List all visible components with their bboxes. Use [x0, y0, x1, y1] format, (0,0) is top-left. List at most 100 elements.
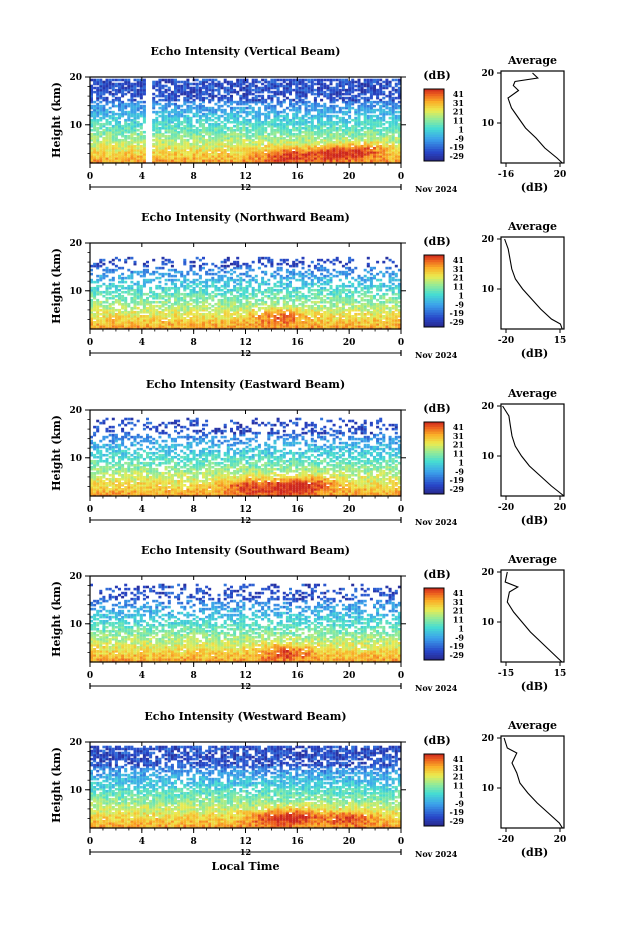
heatmap-cell [236, 260, 240, 264]
heatmap-cell [230, 132, 233, 136]
heatmap-cell [130, 157, 134, 160]
heatmap-cell [198, 104, 202, 108]
heatmap-cell [242, 82, 246, 86]
heatmap-cell [174, 151, 177, 154]
panel-title: Echo Intensity (Vertical Beam) [150, 45, 340, 58]
heatmap-cell [205, 140, 209, 144]
heatmap-cell [121, 134, 125, 138]
heatmap-cell [99, 146, 103, 150]
heatmap-cell [167, 142, 171, 146]
heatmap-cell [133, 88, 137, 92]
heatmap-cell [102, 151, 106, 154]
heatmap-cell [93, 138, 97, 142]
heatmap-cell [177, 149, 181, 152]
day-label: 12 [240, 182, 251, 192]
heatmap-cell [118, 132, 121, 136]
heatmap-cell [341, 96, 345, 100]
heatmap-cell [121, 82, 125, 86]
heatmap-cell [118, 157, 121, 160]
heatmap-cell [376, 100, 380, 104]
heatmap-cell [174, 136, 177, 140]
heatmap-cell [292, 98, 296, 102]
heatmap-cell [170, 286, 174, 290]
heatmap-cell [391, 86, 395, 90]
heatmap-cell [90, 155, 93, 158]
heatmap-cell [90, 94, 93, 98]
heatmap-cell [139, 80, 143, 84]
heatmap-cell [217, 140, 221, 144]
heatmap-cell [267, 110, 271, 114]
heatmap-cell [338, 124, 342, 128]
heatmap-cell [276, 82, 280, 86]
heatmap-cell [220, 98, 224, 102]
heatmap-cell [164, 262, 168, 266]
heatmap-cell [245, 106, 249, 110]
heatmap-cell [99, 122, 103, 126]
heatmap-cell [273, 104, 277, 108]
heatmap-cell [223, 274, 227, 278]
heatmap-cell [192, 264, 196, 268]
heatmap-cell [217, 88, 221, 92]
heatmap-cell [301, 78, 305, 82]
heatmap-cell [208, 159, 212, 162]
heatmap-cell [111, 78, 115, 82]
heatmap-cell [226, 146, 230, 150]
heatmap-cell [192, 144, 196, 148]
heatmap-cell [320, 144, 324, 148]
heatmap-cell [223, 161, 227, 164]
heatmap-cell [158, 106, 162, 110]
colorbar-segment [424, 156, 444, 159]
heatmap-cell [279, 266, 283, 270]
heatmap-cell [226, 136, 230, 140]
heatmap-cell [230, 100, 233, 104]
heatmap-cell [105, 120, 109, 124]
heatmap-cell [96, 142, 100, 146]
heatmap-cell [254, 124, 258, 128]
heatmap-cell [93, 78, 97, 82]
heatmap-cell [223, 144, 227, 148]
heatmap-cell [167, 100, 171, 104]
heatmap-cell [326, 114, 330, 118]
heatmap-cell [174, 155, 177, 158]
heatmap-cell [124, 112, 128, 116]
heatmap-cell [351, 146, 355, 150]
heatmap-cell [124, 136, 128, 140]
heatmap-cell [198, 110, 202, 114]
heatmap-cell [177, 80, 181, 84]
heatmap-cell [96, 106, 100, 110]
heatmap-cell [261, 296, 265, 300]
heatmap-cell [158, 86, 162, 90]
heatmap-cell [214, 82, 218, 86]
heatmap-cell [124, 151, 128, 154]
heatmap-cell [186, 138, 190, 142]
heatmap-cell [267, 304, 271, 308]
heatmap-cell [121, 157, 125, 160]
heatmap-cell [102, 140, 106, 144]
heatmap-cell [136, 149, 140, 152]
heatmap-cell [254, 122, 258, 126]
heatmap-cell [121, 151, 125, 154]
heatmap-cell [345, 96, 348, 100]
heatmap-cell [170, 82, 174, 86]
heatmap-cell [124, 120, 128, 124]
heatmap-cell [192, 157, 196, 160]
heatmap-cell [96, 88, 100, 92]
heatmap-cell [139, 100, 143, 104]
heatmap-cell [245, 294, 249, 298]
heatmap-cell [121, 138, 125, 142]
heatmap-cell [130, 130, 134, 134]
heatmap-cell [230, 130, 233, 134]
heatmap-cell [152, 153, 156, 156]
heatmap-cell [180, 296, 184, 300]
heatmap-cell [198, 98, 202, 102]
heatmap-cell [130, 296, 134, 300]
heatmap-cell [192, 136, 196, 140]
heatmap-cell [192, 106, 196, 110]
heatmap-cell [146, 292, 149, 296]
average-profile-line [507, 72, 563, 164]
heatmap-cell [211, 149, 215, 152]
heatmap-cell [357, 128, 361, 132]
heatmap-cell [214, 155, 218, 158]
heatmap-cell [189, 128, 193, 132]
heatmap-cell [164, 116, 168, 120]
